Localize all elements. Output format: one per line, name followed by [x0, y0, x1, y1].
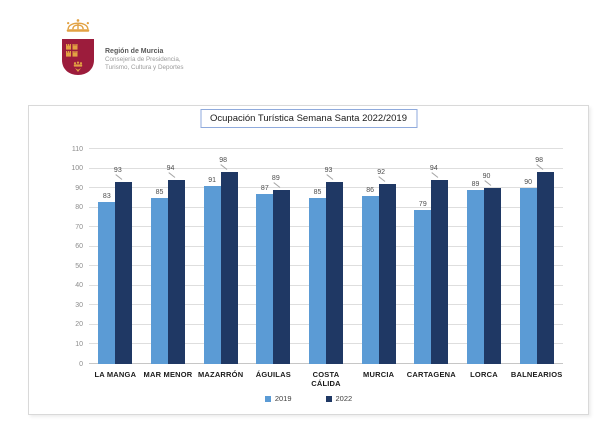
logo-text: Región de Murcia Consejería de Presidenc… [105, 48, 184, 81]
y-tick-label: 80 [75, 204, 83, 212]
value-label-2019: 89 [471, 181, 480, 189]
y-tick-label: 110 [71, 145, 83, 153]
value-label-2022: 90 [482, 173, 491, 181]
label-leader-line [115, 174, 123, 181]
y-tick-label: 100 [71, 165, 83, 173]
value-label-2022: 98 [219, 157, 228, 165]
category-label: LA MANGA [94, 370, 137, 379]
value-label-2019: 85 [313, 188, 322, 196]
value-label-2019: 86 [366, 186, 375, 194]
label-leader-line [325, 174, 333, 181]
value-label-2019: 87 [260, 184, 269, 192]
bar-2022 [484, 188, 501, 364]
value-label-2022: 89 [271, 175, 280, 183]
label-leader-line [431, 172, 439, 179]
category-label: COSTA CÁLIDA [311, 370, 341, 388]
logo-title: Región de Murcia [105, 47, 164, 55]
y-tick-label: 50 [75, 262, 83, 270]
chart-title: Ocupación Turística Semana Santa 2022/20… [200, 109, 417, 128]
bar-2019 [203, 186, 221, 364]
label-leader-line [378, 176, 386, 183]
bar-2022 [378, 184, 396, 364]
legend-swatch [325, 395, 332, 402]
value-label-2022: 94 [429, 165, 438, 173]
value-label-2019: 85 [155, 188, 164, 196]
legend-item-2022: 2022 [325, 394, 353, 403]
value-label-2022: 94 [166, 165, 175, 173]
gridline [89, 148, 563, 149]
category-label: CARTAGENA [406, 370, 456, 379]
category-label: BALNEARIOS [510, 370, 563, 379]
y-tick-label: 60 [75, 243, 83, 251]
chart-legend: 2019 2022 [29, 394, 588, 403]
value-label-2022: 93 [113, 167, 122, 175]
y-tick-label: 70 [75, 223, 83, 231]
plot-area: 0 10 20 30 40 50 60 70 80 90 100 110 83 93 LA MANGA 85 9… [71, 146, 563, 388]
category-label: LORCA [470, 370, 498, 379]
legend-swatch [264, 395, 271, 402]
bar-2019 [98, 201, 116, 364]
bar-2022 [220, 172, 238, 364]
coat-of-arms [60, 18, 96, 81]
label-leader-line [167, 172, 175, 179]
value-label-2019: 91 [208, 177, 217, 185]
value-label-2019: 79 [418, 200, 427, 208]
gridline [89, 167, 563, 169]
legend-label: 2022 [335, 394, 353, 403]
value-label-2022: 98 [535, 157, 544, 165]
bar-2022 [326, 182, 343, 364]
bar-2019 [414, 209, 432, 364]
bar-2019 [519, 188, 537, 364]
chart-card: Ocupación Turística Semana Santa 2022/20… [28, 105, 589, 415]
legend-item-2019: 2019 [264, 394, 292, 403]
shield-icon [61, 38, 95, 81]
value-label-2022: 92 [377, 169, 386, 177]
category-label: MAZARRÓN [197, 370, 244, 379]
y-tick-label: 30 [75, 301, 83, 309]
category-label: ÁGUILAS [255, 370, 291, 379]
bar-2019 [256, 193, 274, 364]
region-murcia-logo: Región de Murcia Consejería de Presidenc… [60, 18, 184, 81]
y-tick-label: 90 [75, 184, 83, 192]
bar-2019 [361, 195, 379, 364]
bar-2019 [151, 197, 168, 364]
y-tick-label: 0 [79, 360, 83, 368]
bar-2019 [467, 190, 484, 364]
bar-2022 [536, 172, 554, 364]
value-label-2022: 93 [324, 167, 333, 175]
bar-2022 [273, 190, 291, 364]
logo-subtitle-2: Turismo, Cultura y Deportes [105, 63, 184, 71]
label-leader-line [483, 180, 491, 186]
crown-icon [63, 18, 93, 38]
y-tick-label: 10 [75, 340, 83, 348]
category-label: MURCIA [363, 370, 395, 379]
bar-2019 [309, 197, 326, 364]
category-label: MAR MENOR [143, 370, 193, 379]
logo-subtitle-1: Consejería de Presidencia, [105, 55, 181, 63]
bar-2022 [168, 180, 185, 364]
y-tick-label: 20 [75, 321, 83, 329]
bar-2022 [115, 182, 133, 364]
value-label-2019: 90 [524, 179, 533, 187]
value-label-2019: 83 [102, 192, 111, 200]
bar-2022 [431, 180, 449, 364]
legend-label: 2019 [274, 394, 292, 403]
y-tick-label: 40 [75, 282, 83, 290]
